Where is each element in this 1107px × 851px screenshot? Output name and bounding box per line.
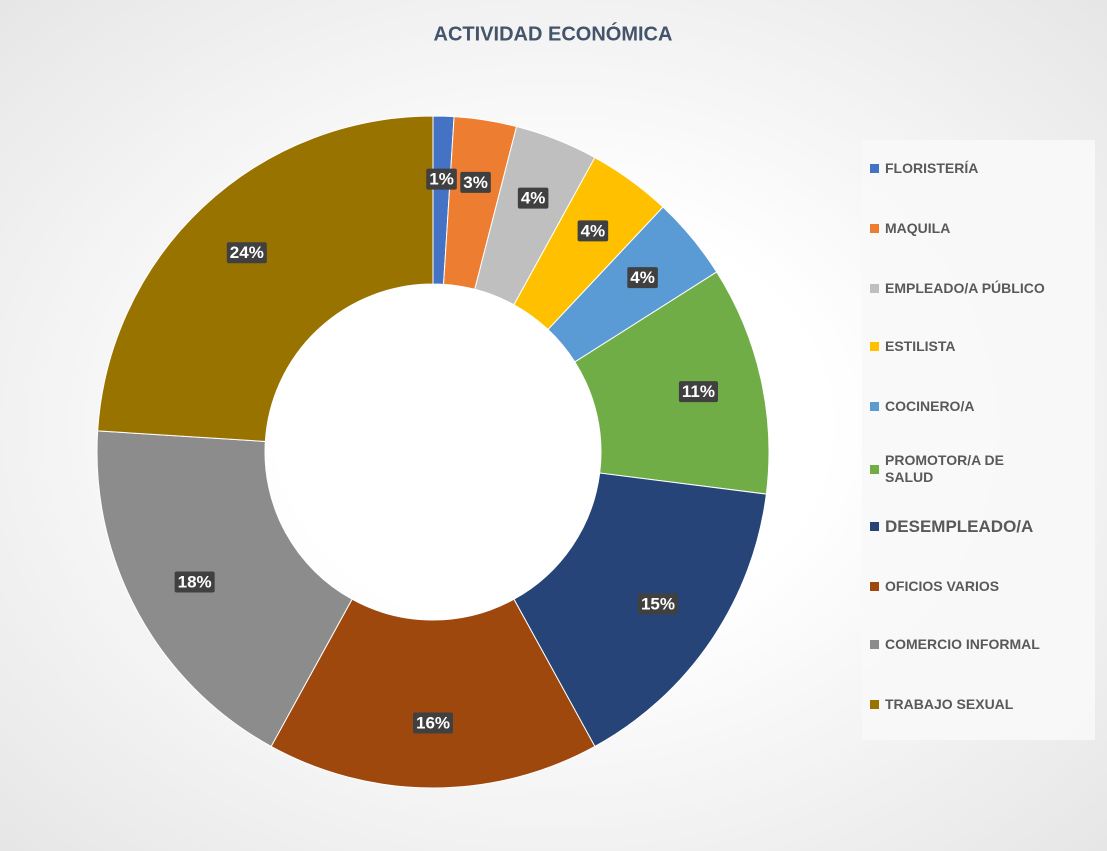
data-label: 16%: [412, 712, 454, 734]
data-label: 1%: [426, 168, 457, 190]
data-label: 15%: [637, 593, 678, 615]
data-label-box: [174, 571, 215, 593]
data-label-text: 15%: [641, 594, 675, 613]
data-label-box: [412, 712, 454, 734]
data-label-text: 1%: [429, 170, 454, 189]
legend-label: FLORISTERÍA: [885, 160, 979, 176]
data-label-text: 4%: [630, 268, 655, 287]
legend-swatch: [870, 164, 879, 173]
legend-swatch: [870, 224, 879, 233]
data-label: 11%: [678, 381, 718, 403]
donut-segment: [270, 598, 596, 789]
donut-segment: [96, 430, 353, 748]
data-label-text: 3%: [463, 173, 488, 192]
donut-segment: [97, 115, 434, 442]
chart-title: ACTIVIDAD ECONÓMICA: [434, 21, 673, 45]
data-label-text: 11%: [682, 382, 715, 401]
legend-swatch: [870, 342, 879, 351]
legend-swatch: [870, 464, 879, 474]
legend-item: COCINERO/A: [870, 398, 1092, 415]
legend-item: MAQUILA: [870, 220, 1092, 237]
data-label: 24%: [226, 242, 267, 264]
legend-label: ESTILISTA: [885, 338, 956, 354]
legend-label: MAQUILA: [885, 220, 951, 236]
data-label-text: 18%: [178, 573, 212, 592]
legend-item: COMERCIO INFORMAL: [870, 636, 1092, 653]
data-label-box: [577, 220, 609, 242]
legend-swatch: [870, 284, 879, 293]
legend-item: ESTILISTA: [870, 338, 1092, 355]
data-label-box: [460, 171, 491, 193]
data-label-box: [426, 168, 457, 190]
data-label-box: [678, 381, 718, 403]
data-label: 18%: [174, 571, 215, 593]
legend-label: PROMOTOR/A DE SALUD: [885, 452, 1005, 485]
legend-label: COMERCIO INFORMAL: [885, 636, 1040, 652]
data-label: 4%: [517, 187, 549, 209]
data-label: 3%: [460, 171, 491, 193]
legend-swatch: [870, 402, 879, 411]
data-label-text: 24%: [230, 243, 264, 262]
data-label-box: [637, 593, 678, 615]
legend-swatch: [870, 700, 879, 709]
legend-swatch: [870, 582, 879, 591]
data-label: 4%: [577, 220, 609, 242]
legend-item: TRABAJO SEXUAL: [870, 696, 1092, 713]
data-label-text: 4%: [581, 221, 606, 240]
legend-label: DESEMPLEADO/A: [885, 517, 1034, 536]
data-label-box: [627, 267, 658, 289]
legend-item: EMPLEADO/A PÚBLICO: [870, 280, 1092, 297]
legend-label: OFICIOS VARIOS: [885, 578, 1000, 594]
legend: FLORISTERÍA MAQUILA EMPLEADO/A PÚBLICO ESTI…: [862, 140, 1095, 740]
legend-item: OFICIOS VARIOS: [870, 578, 1092, 595]
legend-swatch: [870, 522, 879, 531]
data-label-text: 4%: [521, 189, 546, 208]
legend-swatch: [870, 640, 879, 649]
legend-item: PROMOTOR/A DE SALUD: [870, 452, 1092, 486]
legend-label: EMPLEADO/A PÚBLICO: [885, 280, 1045, 296]
donut-segment: [574, 271, 770, 495]
data-label-box: [226, 242, 267, 264]
legend-label: TRABAJO SEXUAL: [885, 696, 1014, 712]
data-label-text: 16%: [416, 713, 450, 732]
legend-item: FLORISTERÍA: [870, 160, 1092, 177]
data-label: 4%: [627, 267, 658, 289]
legend-label: COCINERO/A: [885, 398, 975, 414]
data-label-box: [517, 187, 549, 209]
legend-item: DESEMPLEADO/A: [870, 518, 1092, 535]
